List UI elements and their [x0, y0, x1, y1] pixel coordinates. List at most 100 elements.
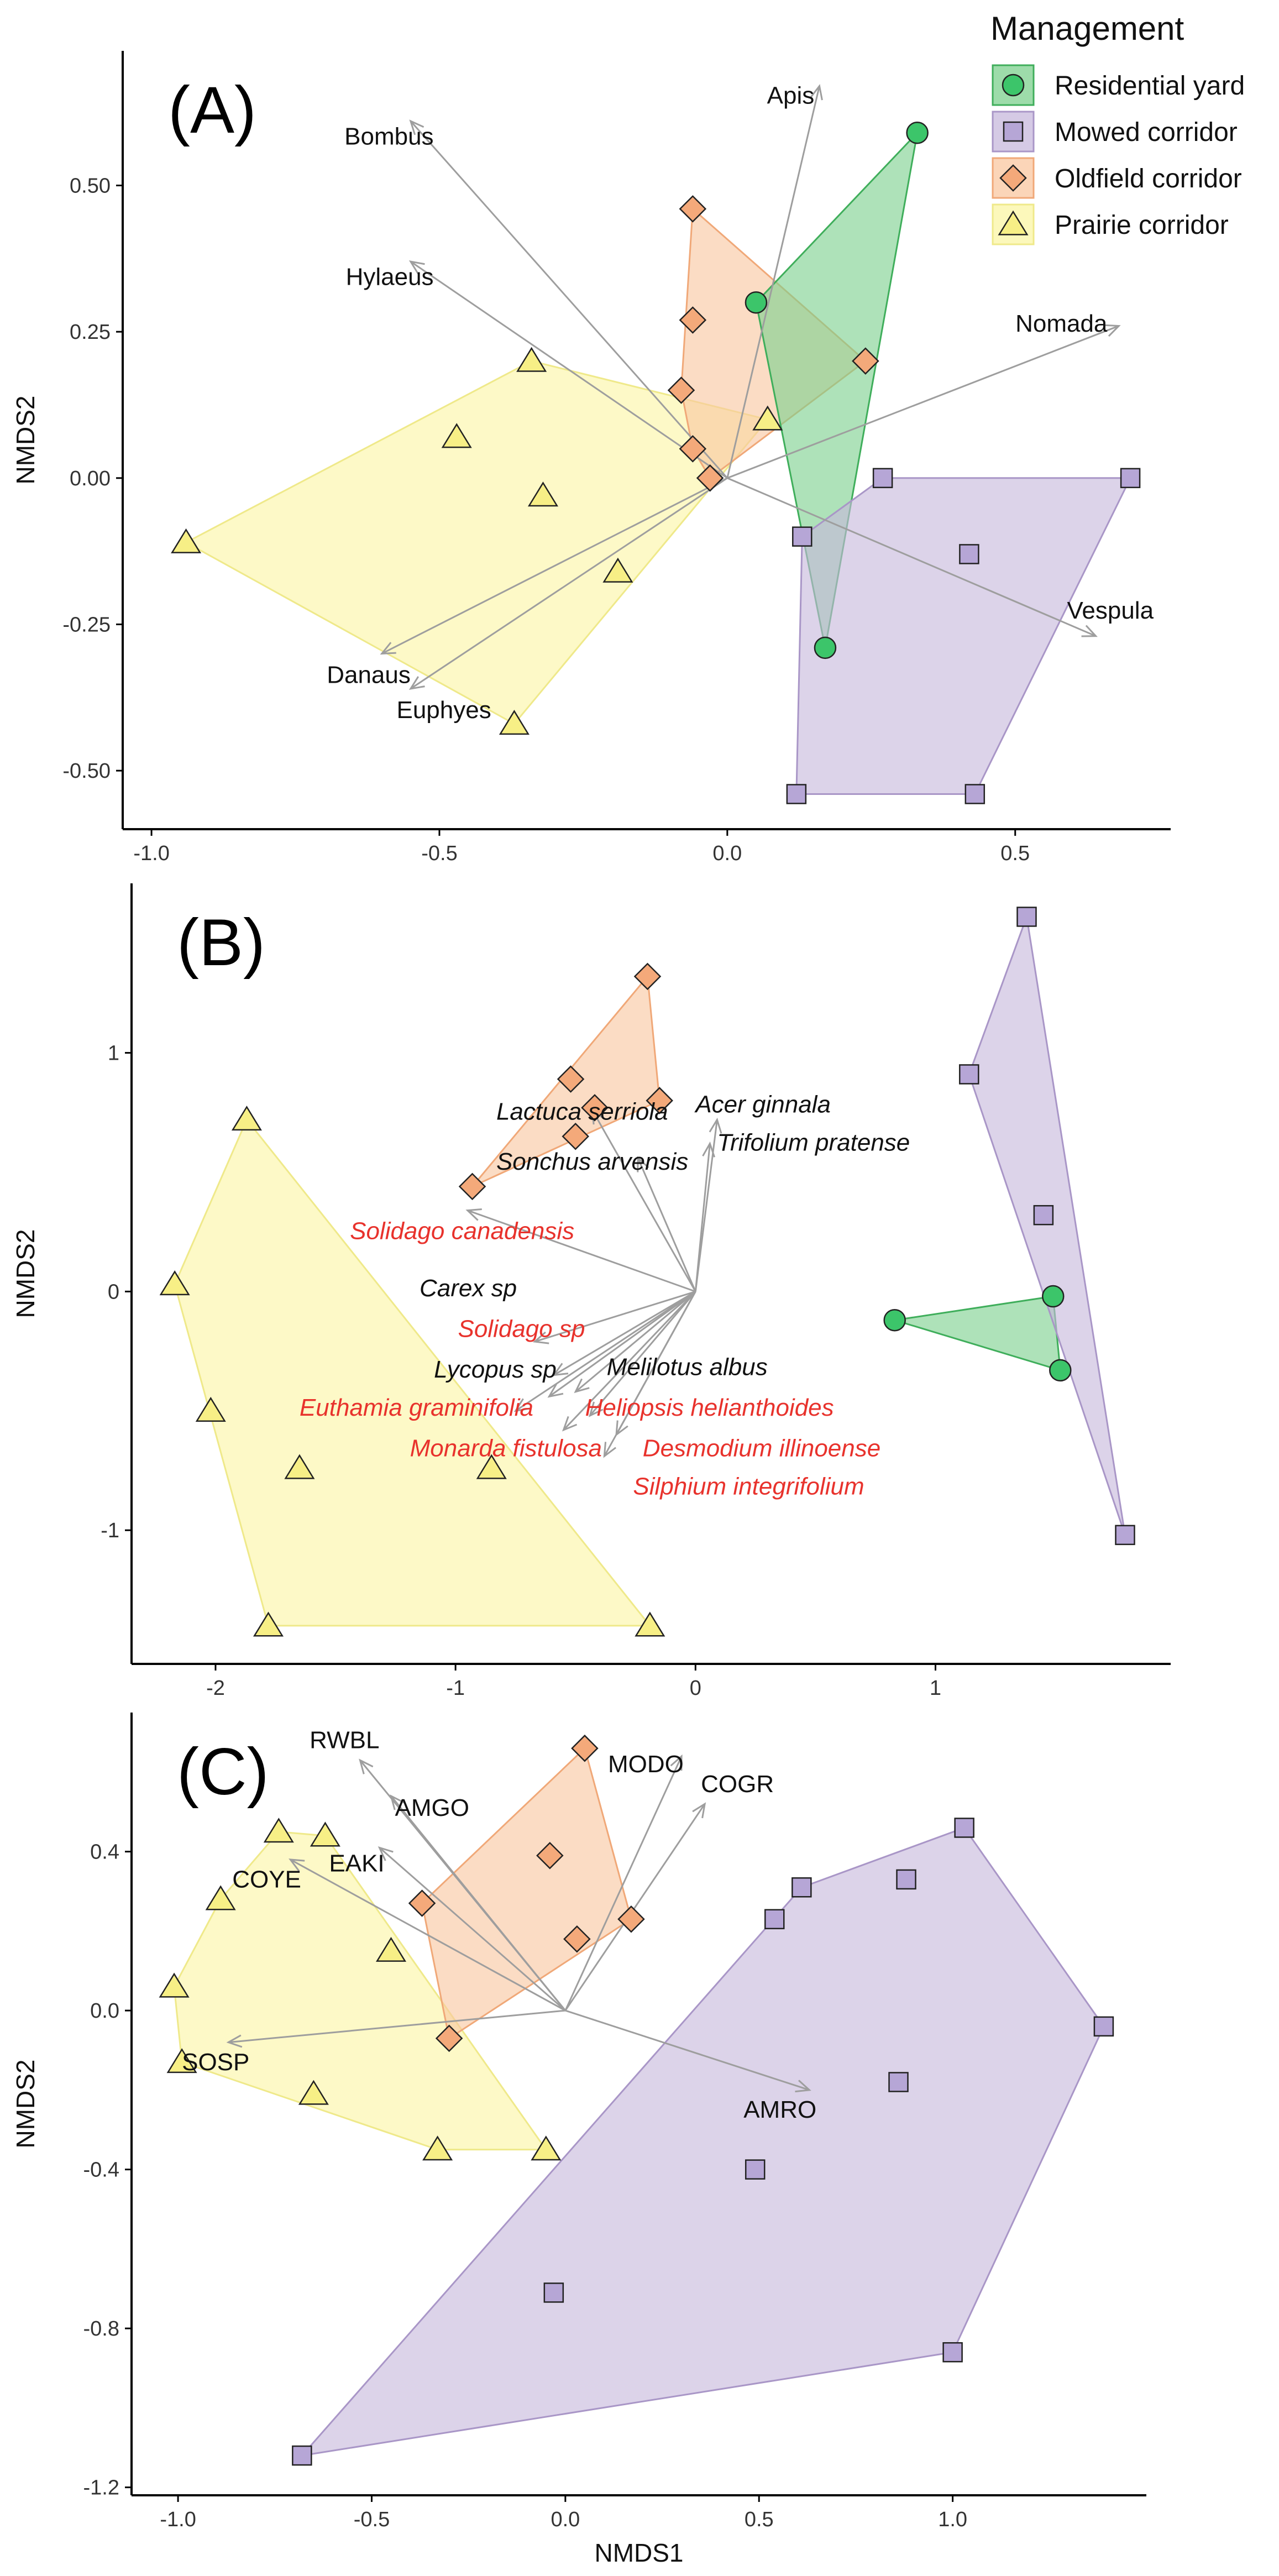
- vector-arrow-monarda-fistulosa: [563, 1291, 696, 1431]
- point-mowed-corridor: [543, 2282, 564, 2303]
- hull-prairie-corridor: [173, 1831, 548, 2151]
- vector-arrow-sosp: [228, 2009, 565, 2044]
- vector-arrowhead-bombus: [409, 119, 424, 135]
- point-oldfield-corridor: [562, 1122, 590, 1150]
- vector-label-rwbl: RWBL: [310, 1727, 379, 1754]
- vector-label-amro: AMRO: [743, 2096, 816, 2123]
- vector-arrowhead-coye: [289, 1858, 305, 1872]
- vector-arrow-hylaeus: [410, 260, 728, 479]
- point-mowed-corridor: [965, 784, 986, 804]
- vector-arrowhead-euthamia-graminifolia: [513, 1398, 530, 1412]
- vector-arrow-lycopus-sp: [548, 1291, 696, 1397]
- vector-arrowhead-vespula: [1081, 625, 1098, 637]
- point-prairie-corridor: [205, 1885, 236, 1910]
- x-tick-label: -1: [446, 1677, 465, 1700]
- vector-arrow-danaus: [381, 477, 728, 655]
- vector-arrowhead-silphium-integrifolium: [603, 1442, 617, 1458]
- point-prairie-corridor: [253, 1611, 284, 1637]
- vector-arrowhead-apis: [810, 83, 823, 101]
- vector-arrow-melilotus-albus: [575, 1291, 696, 1392]
- point-oldfield-corridor: [679, 435, 707, 463]
- point-mowed-corridor: [1120, 468, 1141, 489]
- y-tick-label: 0: [108, 1280, 119, 1303]
- vector-arrowhead-solidago-sp: [552, 1363, 569, 1376]
- point-prairie-corridor: [195, 1396, 226, 1422]
- vector-arrow-amro: [565, 2009, 810, 2091]
- vector-label-eaki: EAKI: [329, 1850, 384, 1877]
- point-oldfield-corridor: [581, 1094, 609, 1122]
- vector-arrow-amgo: [390, 1795, 567, 2012]
- vector-label-carex-sp: Carex sp: [420, 1275, 517, 1302]
- point-prairie-corridor: [298, 2080, 329, 2105]
- vector-label-amgo: AMGO: [395, 1794, 469, 1821]
- point-mowed-corridor: [959, 544, 979, 564]
- point-prairie-corridor: [441, 423, 472, 448]
- panel-label: (C): [177, 1735, 269, 1809]
- vector-label-heliopsis-helianthoides: Heliopsis helianthoides: [585, 1394, 834, 1421]
- panel-b: Lactuca serriola Acer ginnala Trifolium pr…: [11, 883, 1171, 1700]
- vector-label-nomada: Nomada: [1015, 310, 1108, 337]
- y-tick-label: 0.00: [70, 467, 111, 490]
- panel-label: (B): [177, 905, 265, 980]
- point-oldfield-corridor: [408, 1889, 436, 1917]
- point-mowed-corridor: [1033, 1205, 1054, 1226]
- vector-arrowhead-acer-ginnala: [709, 1117, 722, 1134]
- legend-marker-oldfield-corridor: [999, 164, 1027, 192]
- vector-arrow-coye: [290, 1858, 566, 2012]
- point-oldfield-corridor: [679, 306, 707, 334]
- panel-c: RWBL AMGO EAKI COYE MODO COGR SOSP AMRO -1.0 -0.5…: [11, 1713, 1146, 2567]
- point-prairie-corridor: [263, 1818, 294, 1843]
- vector-label-lactuca-serriola: Lactuca serriola: [496, 1098, 668, 1125]
- vector-arrow-eaki: [379, 1847, 566, 2012]
- vector-arrow-euthamia-graminifolia: [515, 1291, 696, 1412]
- point-mowed-corridor: [896, 1869, 916, 1890]
- point-prairie-corridor: [231, 1106, 262, 1131]
- legend: Management Residential yard Mowed corridor…: [990, 10, 1245, 245]
- point-mowed-corridor: [1093, 2016, 1114, 2037]
- vector-label-monarda-fistulosa: Monarda fistulosa: [410, 1434, 602, 1462]
- x-tick-label: 0.0: [551, 2508, 580, 2531]
- vector-label-bombus: Bombus: [344, 123, 433, 150]
- vector-label-trifolium-pratense: Trifolium pratense: [717, 1129, 910, 1156]
- point-prairie-corridor: [171, 528, 202, 553]
- point-prairie-corridor: [284, 1454, 315, 1479]
- y-tick-label: 0.0: [90, 1999, 119, 2023]
- vector-label-acer-ginnala: Acer ginnala: [694, 1091, 831, 1118]
- vector-label-sosp: SOSP: [182, 2049, 249, 2076]
- hull-residential-yard: [894, 1295, 1061, 1371]
- vector-label-danaus: Danaus: [327, 661, 411, 688]
- point-prairie-corridor: [499, 710, 530, 735]
- vector-label-sonchus-arvensis: Sonchus arvensis: [496, 1148, 688, 1175]
- vector-arrowhead-sonchus-arvensis: [637, 1156, 649, 1172]
- legend-label-residential-yard: Residential yard: [1055, 71, 1245, 101]
- vector-label-hylaeus: Hylaeus: [346, 263, 434, 290]
- point-oldfield-corridor: [563, 1925, 591, 1953]
- vector-arrowhead-trifolium-pratense: [702, 1142, 716, 1158]
- point-mowed-corridor: [791, 1877, 812, 1898]
- hull-mowed-corridor: [300, 1826, 1105, 2457]
- vector-arrowhead-modo: [670, 1754, 683, 1771]
- y-tick-label: -1.2: [83, 2476, 119, 2500]
- point-oldfield-corridor: [633, 962, 662, 991]
- legend-marker-residential-yard: [1002, 74, 1025, 97]
- vector-arrowhead-monarda-fistulosa: [562, 1416, 578, 1432]
- vector-label-desmodium-illinoense: Desmodium illinoense: [643, 1434, 880, 1462]
- y-axis-title: NMDS2: [11, 395, 40, 484]
- vector-arrowhead-danaus: [380, 642, 396, 655]
- point-prairie-corridor: [635, 1611, 665, 1637]
- vector-arrowhead-rwbl: [359, 1758, 374, 1774]
- y-tick-label: 1: [108, 1042, 119, 1065]
- hull-mowed-corridor: [968, 913, 1126, 1536]
- point-mowed-corridor: [954, 1818, 974, 1838]
- point-oldfield-corridor: [617, 1905, 645, 1933]
- x-tick-label: -2: [206, 1677, 225, 1700]
- vector-arrow-nomada: [727, 325, 1119, 479]
- hull-oldfield-corridor: [421, 1746, 632, 2040]
- hull-prairie-corridor: [184, 360, 769, 725]
- point-prairie-corridor: [159, 1972, 190, 1998]
- hull-mowed-corridor: [795, 477, 1132, 795]
- vector-arrowhead-amgo: [390, 1794, 405, 1810]
- vector-arrow-vespula: [727, 477, 1097, 637]
- point-mowed-corridor: [1115, 1525, 1135, 1546]
